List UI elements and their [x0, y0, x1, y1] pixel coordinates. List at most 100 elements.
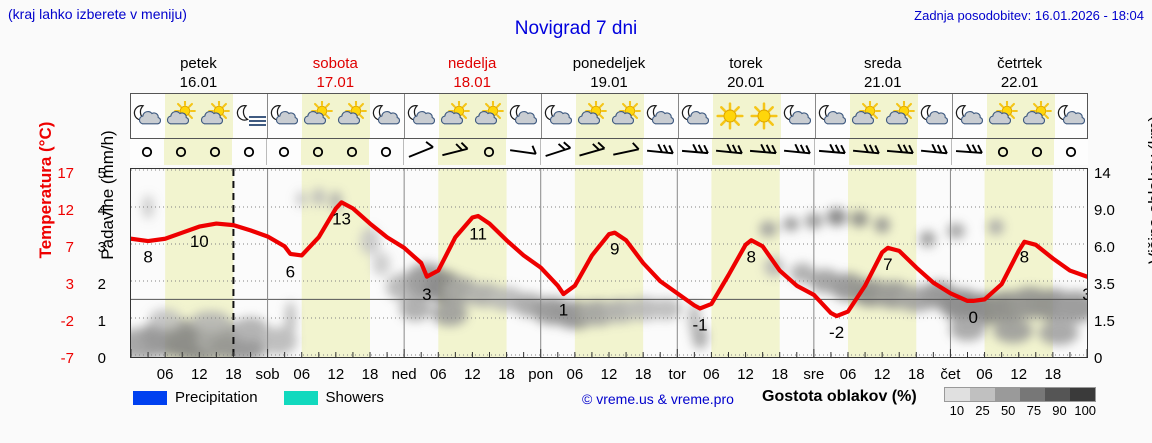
- copyright-text: © vreme.us & vreme.pro: [582, 391, 734, 407]
- sun-icon: [750, 102, 778, 130]
- weather-icon-strip: [130, 93, 1088, 139]
- temperature-value-label: 11: [469, 225, 487, 244]
- tick-label: 5: [97, 165, 106, 182]
- weather-icon-cell: [165, 94, 199, 138]
- moon-fog-icon: [236, 105, 266, 126]
- x-axis-label: 06: [293, 366, 311, 383]
- page-title: Novigrad 7 dni: [514, 18, 638, 39]
- sun-cloud-icon: [474, 101, 504, 125]
- x-axis-label: 18: [361, 366, 379, 383]
- day-date: 17.01: [316, 74, 355, 91]
- icon-day-3: [405, 94, 542, 138]
- day-name: sreda: [863, 55, 902, 72]
- sun-cloud-icon: [440, 101, 470, 125]
- tick-label: 6.0: [1094, 239, 1115, 256]
- wind-barb-icon: [715, 143, 743, 155]
- wind-barb-icon: [1065, 146, 1077, 158]
- sun-cloud-icon: [200, 101, 230, 125]
- wind-barb-icon: [579, 141, 606, 157]
- cloud-density-scale: 10 25 50 75 90 100: [944, 387, 1098, 418]
- weather-icon-cell: [576, 94, 610, 138]
- x-axis-label: 06: [429, 366, 447, 383]
- x-axis-label: 18: [1044, 366, 1062, 383]
- wind-cell: [506, 139, 540, 165]
- temperature-value-label: 3: [1082, 285, 1087, 304]
- wind-barb-icon: [483, 146, 495, 158]
- weather-icon-cell: [268, 94, 302, 138]
- sun-cloud-icon: [337, 101, 367, 125]
- wind-barb-icon: [346, 146, 358, 158]
- weather-icon-cell: [850, 94, 884, 138]
- moon-cloud-icon: [270, 105, 299, 125]
- sun-cloud-icon: [611, 101, 641, 125]
- weather-icon-cell: [199, 94, 233, 138]
- cloud-density-legend-title: Gostota oblakov (%): [762, 388, 917, 405]
- weather-icon-cell: [644, 94, 678, 138]
- cloud-density-step: [1045, 388, 1070, 401]
- wind-cell: [130, 139, 164, 165]
- cloud-density-step: [970, 388, 995, 401]
- wind-cell: [780, 139, 814, 165]
- temperature-value-label: 9: [610, 240, 619, 259]
- wind-cell: [438, 139, 472, 165]
- moon-cloud-icon: [955, 105, 984, 125]
- weather-icon-cell: [747, 94, 781, 138]
- wind-barb-strip: [130, 139, 1088, 165]
- wind-cell: [1020, 139, 1054, 165]
- sun-cloud-icon: [303, 101, 333, 125]
- weather-icon-cell: [233, 94, 267, 138]
- day-header-row: petek 16.01 sobota 17.01 nedelja 18.01 ponedel…: [130, 54, 1088, 92]
- wind-barb-icon: [818, 143, 846, 155]
- day-date: 18.01: [453, 74, 491, 91]
- wind-barb-icon: [955, 143, 983, 154]
- sun-cloud-icon: [166, 101, 196, 125]
- icon-day-1: [131, 94, 268, 138]
- wind-barb-icon: [749, 143, 777, 155]
- wind-cell: [849, 139, 883, 165]
- x-axis-label: 18: [498, 366, 515, 383]
- cloud-density-step-label: 10: [949, 403, 965, 418]
- cloud-density-step-label: 90: [1052, 403, 1067, 418]
- wind-barb-icon: [408, 141, 434, 158]
- cloud-height-tick-labels: 14 9.0 6.0 3.5 1.5 0: [1094, 165, 1134, 367]
- icon-day-7: [953, 94, 1089, 138]
- day-name: petek: [180, 55, 217, 72]
- wind-barb-icon: [209, 146, 221, 158]
- wind-cell: [609, 139, 643, 165]
- cloud-density-step-label: 75: [1026, 403, 1042, 418]
- weather-icon-cell: [1055, 94, 1089, 138]
- wind-barb-icon: [243, 146, 255, 158]
- wind-cell: [541, 139, 575, 165]
- temperature-value-label: 0: [968, 308, 977, 327]
- wind-barb-icon: [681, 143, 709, 155]
- tick-label: 1: [97, 313, 106, 330]
- temperature-value-label: 13: [332, 209, 351, 228]
- wind-barb-icon: [545, 141, 571, 157]
- weather-icon-cell: [679, 94, 713, 138]
- weather-icon-cell: [131, 94, 165, 138]
- precipitation-swatch: [133, 390, 167, 405]
- wind-day-2: [267, 139, 404, 165]
- weather-icon-cell: [473, 94, 507, 138]
- wind-cell: [198, 139, 232, 165]
- x-axis-label: 12: [873, 366, 891, 383]
- cloud-density-step: [1020, 388, 1045, 401]
- cloud-density-step-label: 100: [1074, 403, 1097, 418]
- showers-swatch: [283, 390, 318, 405]
- wind-cell: [404, 139, 438, 165]
- precipitation-legend-label: Precipitation: [175, 389, 258, 406]
- tick-label: 14: [1094, 165, 1111, 182]
- cloud-density-step-label: 25: [975, 403, 990, 418]
- x-axis-label: 12: [190, 366, 208, 383]
- weather-icon-cell: [302, 94, 336, 138]
- moon-cloud-icon: [783, 105, 812, 125]
- tick-label: 0: [1094, 350, 1103, 367]
- weather-icon-cell: [987, 94, 1021, 138]
- x-axis-label: ned: [391, 366, 417, 383]
- wind-barb-icon: [886, 143, 914, 155]
- wind-barb-icon: [509, 145, 537, 155]
- temperature-value-label: -1: [692, 315, 707, 334]
- day-header-6: sreda 21.01: [814, 54, 951, 92]
- temperature-value-label: 1: [559, 300, 568, 319]
- temperature-curve: [131, 200, 1087, 319]
